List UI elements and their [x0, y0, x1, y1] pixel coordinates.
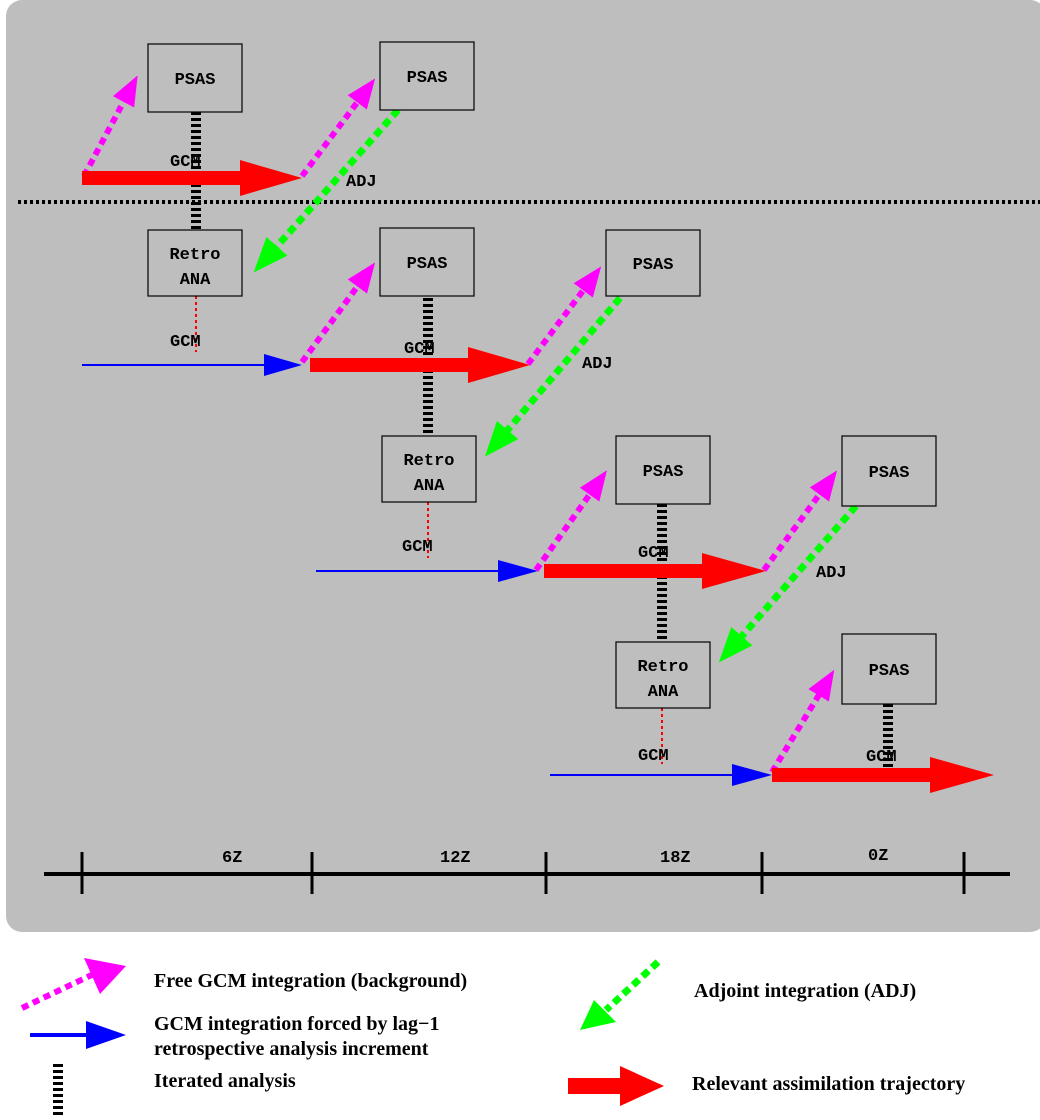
psas-label: PSAS: [643, 463, 684, 482]
retro-ana-box-3: Retro ANA: [615, 641, 711, 709]
gcm-label: GCM: [170, 153, 201, 172]
psas-label: PSAS: [869, 662, 910, 681]
free-gcm-arrow-2: [299, 78, 376, 178]
forced-gcm-arrowhead-3: [732, 764, 772, 786]
adjoint-legend-icon: [603, 959, 661, 1013]
retro-ana-box-2: Retro ANA: [381, 435, 477, 503]
retro-label: Retro: [637, 658, 688, 677]
psas-label: PSAS: [633, 256, 674, 275]
legend-free-gcm: Free GCM integration (background): [20, 958, 467, 1011]
legend-iterated-label: Iterated analysis: [154, 1070, 296, 1092]
forced-gcm-arrowhead-2: [498, 560, 538, 582]
psas-box-1: PSAS: [147, 43, 243, 113]
forced-gcm-arrowhead-1: [264, 354, 302, 376]
relevant-trajectory-1: [82, 160, 302, 196]
legend-forced-gcm-label-1: GCM integration forced by lag−1: [154, 1013, 439, 1035]
psas-label: PSAS: [407, 69, 448, 88]
relevant-trajectory-3: [544, 553, 766, 589]
gcm-label: GCM: [170, 333, 201, 352]
free-gcm-arrow-5: [533, 470, 607, 572]
diagram-panel: [6, 0, 1040, 932]
relevant-trajectory-2: [310, 347, 530, 383]
retro-label: Retro: [403, 452, 454, 471]
psas-box-5: PSAS: [615, 435, 711, 505]
tick-label-0z: 0Z: [868, 847, 888, 866]
legend: Free GCM integration (background) GCM in…: [20, 958, 965, 1118]
tick-label-6z: 6Z: [222, 849, 242, 868]
psas-label: PSAS: [407, 255, 448, 274]
free-gcm-arrow-7: [769, 669, 835, 774]
adj-label: ADJ: [582, 355, 613, 374]
ana-label: ANA: [414, 477, 445, 496]
psas-box-6: PSAS: [841, 435, 937, 507]
ana-label: ANA: [648, 683, 679, 702]
tick-label-18z: 18Z: [660, 849, 691, 868]
legend-relevant: Relevant assimilation trajectory: [568, 1066, 965, 1106]
gcm-label: GCM: [404, 340, 435, 359]
free-gcm-arrow-4: [525, 266, 602, 366]
legend-relevant-label: Relevant assimilation trajectory: [692, 1073, 965, 1095]
legend-adjoint: Adjoint integration (ADJ): [580, 959, 916, 1030]
adj-label: ADJ: [346, 173, 377, 192]
free-gcm-legend-arrowhead: [84, 958, 126, 994]
gcm-label: GCM: [402, 538, 433, 557]
retro-ana-box-1: Retro ANA: [147, 229, 243, 297]
psas-box-4: PSAS: [605, 229, 701, 297]
legend-free-gcm-label: Free GCM integration (background): [154, 970, 467, 992]
adjoint-arrow-3: [718, 503, 859, 663]
free-gcm-arrow-1: [81, 75, 138, 178]
psas-box-3: PSAS: [379, 227, 475, 297]
relevant-legend-arrowhead: [620, 1066, 664, 1106]
ana-label: ANA: [180, 271, 211, 290]
retro-label: Retro: [169, 246, 220, 265]
gcm-label: GCM: [638, 747, 669, 766]
free-gcm-legend-icon: [20, 969, 100, 1011]
relevant-trajectory-4: [772, 757, 994, 793]
adjoint-arrow-1: [253, 107, 401, 273]
psas-box-7: PSAS: [841, 633, 937, 705]
gcm-label: GCM: [638, 544, 669, 563]
timeline: 6Z 12Z 18Z 0Z: [44, 847, 1010, 894]
tick-label-12z: 12Z: [440, 849, 471, 868]
legend-adjoint-label: Adjoint integration (ADJ): [694, 980, 916, 1002]
legend-forced-gcm: GCM integration forced by lag−1 retrospe…: [30, 1013, 439, 1060]
legend-forced-gcm-label-2: retrospective analysis increment: [154, 1038, 429, 1060]
free-gcm-arrow-6: [761, 470, 838, 572]
adj-label: ADJ: [816, 564, 847, 583]
gcm-label: GCM: [866, 748, 897, 767]
free-gcm-arrow-3: [299, 262, 376, 364]
psas-label: PSAS: [175, 71, 216, 90]
adjoint-legend-arrowhead: [580, 1000, 616, 1030]
adjoint-arrow-2: [484, 295, 623, 457]
legend-iterated: Iterated analysis: [53, 1064, 296, 1118]
forced-gcm-legend-arrowhead: [86, 1021, 126, 1049]
relevant-legend-icon: [568, 1078, 624, 1094]
psas-label: PSAS: [869, 464, 910, 483]
psas-box-2: PSAS: [379, 41, 475, 111]
